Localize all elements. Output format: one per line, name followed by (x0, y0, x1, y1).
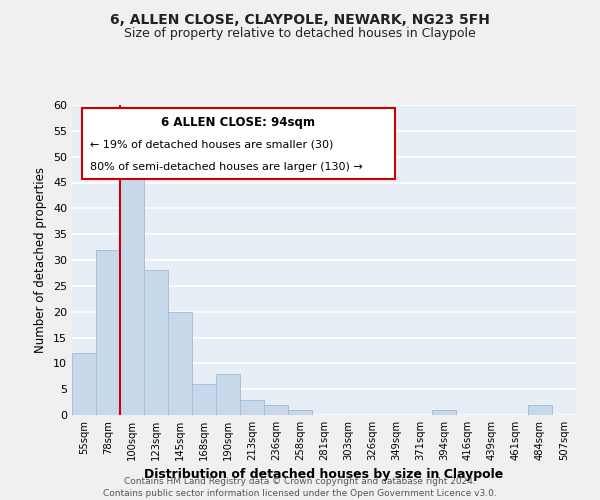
Bar (144, 270, 168, 415)
Bar (168, 312, 192, 415)
Bar (120, 167, 144, 415)
Text: Size of property relative to detached houses in Claypole: Size of property relative to detached ho… (124, 28, 476, 40)
Y-axis label: Number of detached properties: Number of detached properties (34, 167, 47, 353)
Text: Contains public sector information licensed under the Open Government Licence v3: Contains public sector information licen… (103, 489, 497, 498)
Bar (432, 410, 456, 415)
Bar (288, 410, 312, 415)
Text: ← 19% of detached houses are smaller (30): ← 19% of detached houses are smaller (30… (89, 139, 333, 149)
Text: 6, ALLEN CLOSE, CLAYPOLE, NEWARK, NG23 5FH: 6, ALLEN CLOSE, CLAYPOLE, NEWARK, NG23 5… (110, 12, 490, 26)
Bar (96, 250, 120, 415)
FancyBboxPatch shape (82, 108, 395, 180)
X-axis label: Distribution of detached houses by size in Claypole: Distribution of detached houses by size … (145, 468, 503, 481)
Text: 80% of semi-detached houses are larger (130) →: 80% of semi-detached houses are larger (… (89, 162, 362, 172)
Bar (264, 404, 288, 415)
Text: Contains HM Land Registry data © Crown copyright and database right 2024.: Contains HM Land Registry data © Crown c… (124, 478, 476, 486)
Bar (216, 374, 240, 415)
Bar (528, 404, 552, 415)
Bar (192, 384, 216, 415)
Bar (72, 353, 96, 415)
Bar (240, 400, 264, 415)
Text: 6 ALLEN CLOSE: 94sqm: 6 ALLEN CLOSE: 94sqm (161, 116, 316, 129)
